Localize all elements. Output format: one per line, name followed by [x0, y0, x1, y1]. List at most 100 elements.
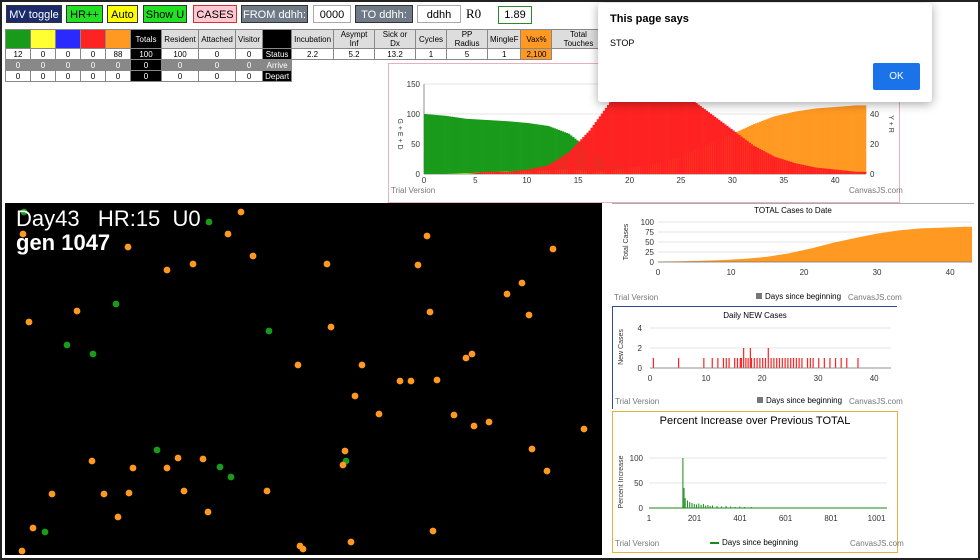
bar-red — [754, 146, 758, 174]
hr-plus-button[interactable]: HR++ — [66, 5, 103, 23]
daily-new-title: Daily NEW Cases — [723, 311, 787, 320]
bar-green — [465, 118, 468, 174]
bar-green — [440, 115, 443, 174]
bar-red — [808, 166, 811, 174]
bar-red — [831, 169, 834, 174]
susceptible-dot — [41, 528, 49, 536]
mv-toggle-button[interactable]: MV toggle — [6, 5, 62, 23]
bar-orange — [833, 107, 836, 174]
bar-orange — [789, 112, 793, 174]
from-ddhh-input[interactable]: 0000 — [313, 5, 351, 23]
show-u-button[interactable]: Show U — [143, 5, 187, 23]
recovered-dot — [347, 538, 355, 546]
total-cases-title: TOTAL Cases to Date — [754, 206, 832, 215]
bar-orange — [763, 120, 766, 174]
bar-red — [652, 87, 655, 174]
bar-orange — [818, 108, 822, 174]
total-cases-credit: CanvasJS.com — [848, 293, 902, 302]
bar-red — [816, 167, 820, 174]
bar-red — [765, 152, 768, 174]
bar-red — [697, 104, 700, 174]
header-sick-or-dx: Sick or Dx — [374, 29, 417, 49]
bar-green — [561, 131, 565, 174]
bar-red — [740, 136, 743, 174]
bar-red — [553, 161, 556, 174]
bar-green — [479, 119, 482, 174]
bar-orange — [798, 110, 801, 174]
cases-button[interactable]: CASES — [193, 5, 237, 23]
bar-red — [516, 170, 519, 174]
bar-red — [648, 87, 651, 174]
bar-red — [750, 144, 754, 174]
ytick-label: 2 — [638, 344, 643, 353]
table-cell: 0 — [30, 70, 56, 82]
stats-row-status: 12 0 0 0 88 100 100 0 0 Status 2.2 5.2 1… — [5, 48, 605, 60]
bar-red — [512, 171, 515, 174]
recovered-dot — [543, 467, 551, 475]
susceptible-dot — [265, 327, 273, 335]
new-cases-bar — [725, 358, 727, 368]
recovered-dot — [48, 490, 56, 498]
table-cell: 0 — [130, 70, 162, 82]
bar-green — [535, 124, 538, 174]
bar-orange — [759, 121, 762, 174]
bar-green — [491, 120, 495, 174]
bar-orange — [837, 106, 840, 174]
new-cases-bar — [798, 358, 800, 368]
bar-red — [820, 168, 824, 174]
bar-red — [779, 158, 783, 174]
bar-red — [584, 134, 587, 174]
bar-green — [520, 122, 523, 174]
bar-red — [769, 154, 772, 174]
bar-red — [693, 101, 696, 174]
recovered-dot — [19, 230, 27, 238]
bar-red — [843, 170, 846, 174]
recovered-dot — [358, 361, 366, 369]
to-ddhh-button[interactable]: TO ddhh: — [355, 5, 413, 23]
bar-red — [713, 116, 717, 174]
bar-red — [485, 171, 489, 174]
xtick-label: 40 — [831, 176, 840, 185]
bar-red — [798, 163, 801, 174]
simulation-canvas[interactable]: Day43 HR:15 U0 gen 1047 — [5, 203, 602, 555]
new-cases-bar — [722, 358, 725, 368]
recovered-dot — [18, 547, 26, 555]
bar-red — [794, 163, 797, 174]
bar-red — [487, 171, 491, 174]
bar-red — [796, 163, 799, 174]
simulation-dots — [18, 208, 588, 555]
row-label-arrive: Arrive — [262, 59, 293, 71]
dialog-ok-button[interactable]: OK — [873, 63, 920, 90]
bar-green — [518, 122, 521, 174]
total-cases-watermark: Trial Version — [614, 293, 659, 302]
recovered-dot — [462, 354, 470, 362]
xtick-label: 0 — [648, 374, 653, 383]
bar-green — [522, 122, 526, 174]
table-cell: 2,100 — [520, 48, 553, 60]
recovered-dot — [433, 376, 441, 384]
from-ddhh-button[interactable]: FROM ddhh: — [241, 5, 308, 23]
bar-green — [565, 133, 569, 174]
bar-red — [717, 119, 721, 174]
bar-red — [752, 145, 756, 174]
auto-button[interactable]: Auto — [107, 5, 138, 23]
bar-red — [748, 142, 752, 174]
xtick-label: 801 — [824, 514, 838, 523]
y-axis-label: New Cases — [618, 329, 625, 365]
bar-red — [738, 135, 741, 174]
bar-red — [633, 90, 637, 174]
bar-red — [775, 157, 778, 174]
table-cell: 0 — [234, 48, 264, 60]
bar-red — [664, 90, 667, 174]
r0-label: R0 — [466, 6, 482, 21]
new-cases-bar — [790, 358, 792, 368]
ytick-label-right: 20 — [870, 140, 879, 149]
bar-red — [574, 145, 577, 174]
bar-red — [613, 100, 616, 174]
bar-green — [543, 125, 546, 174]
bar-orange — [769, 117, 772, 174]
bar-orange — [771, 117, 774, 174]
bar-red — [578, 141, 581, 174]
to-ddhh-input[interactable]: ddhh — [417, 5, 461, 23]
stats-header-row: Totals Resident Attached Visitor Incubat… — [5, 29, 606, 49]
